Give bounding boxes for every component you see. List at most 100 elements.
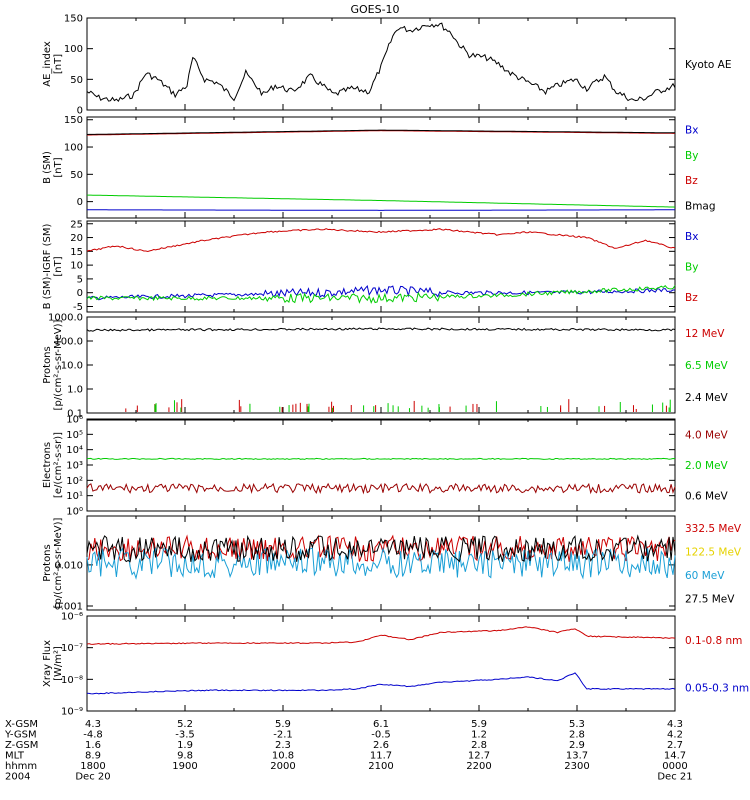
legend-entry: 2.4 MeV: [685, 392, 729, 404]
legend-entry: 12 MeV: [685, 328, 725, 340]
ephem-value: 5.9: [275, 719, 291, 730]
y-axis-label: Protons[p/(cm²-s-sr-MeV)]: [42, 517, 64, 608]
legend-entry: 0.6 MeV: [685, 491, 729, 503]
series-line: [87, 194, 676, 208]
y-tick-label: 10³: [66, 461, 83, 472]
legend-entry: 122.5 MeV: [685, 546, 742, 558]
ephem-value: 2.9: [569, 740, 585, 751]
ephem-value: 2.8: [569, 730, 585, 741]
y-tick-label: 10.0: [61, 361, 83, 372]
y-axis-label: Xray Flux[W/m²]: [42, 640, 64, 687]
legend-entry: Bz: [685, 292, 698, 304]
legend-entry: Kyoto AE: [685, 59, 731, 71]
ephem-row-label: X-GSM: [5, 719, 38, 730]
panel-frame: [86, 316, 676, 414]
legend-entry: 27.5 MeV: [685, 593, 735, 605]
panel-2: 0 50 100 150 B (SM)[nT] Bx By Bz Bmag: [42, 115, 716, 219]
ephem-value: 2.8: [471, 740, 487, 751]
series-line: [86, 285, 676, 305]
ephem-row-label: 2004: [5, 772, 30, 783]
ephem-value: 9.8: [177, 751, 193, 762]
y-tick-label: 10¹: [66, 491, 83, 502]
y-tick-label: 150: [64, 115, 83, 126]
y-tick-label: 10⁵: [66, 430, 83, 441]
ephem-value: 14.7: [664, 751, 686, 762]
y-tick-label: 0: [77, 106, 83, 117]
series-line: [86, 22, 676, 103]
y-tick-label: 10⁻⁷: [61, 643, 83, 654]
series-line: [86, 285, 676, 301]
legend-entry: 4.0 MeV: [685, 429, 729, 441]
ephem-value: 1.9: [177, 740, 193, 751]
panel-frame: [86, 220, 676, 313]
y-tick-label: 0: [77, 197, 83, 208]
panel-frame: [86, 418, 676, 512]
y-tick-label: 15: [70, 247, 83, 258]
legend-entry: 332.5 MeV: [685, 523, 742, 535]
ephem-value: Dec 21: [657, 772, 692, 783]
y-tick-label: 10: [70, 261, 83, 272]
y-tick-label: 50: [70, 170, 83, 181]
series-line: [86, 672, 676, 695]
series-line: [86, 482, 676, 495]
y-axis-label: Protons[p/(cm²-s-sr-MeV)]: [42, 319, 64, 410]
y-tick-label: 0.1: [67, 409, 83, 420]
ephem-value: 11.7: [370, 751, 392, 762]
y-axis-label: AE_index[nT]: [42, 41, 64, 87]
series-line: [86, 129, 675, 135]
ephem-value: 4.3: [667, 719, 683, 730]
ephem-value: 2300: [564, 761, 589, 772]
ephem-row-label: hhmm: [5, 761, 37, 772]
y-tick-label: 10⁶: [66, 415, 83, 426]
ephem-value: 2.3: [275, 740, 291, 751]
ephem-value: 2100: [368, 761, 393, 772]
y-tick-label: 1000.0: [48, 313, 83, 324]
y-tick-label: 10⁻⁹: [61, 707, 83, 718]
y-tick-label: 0: [77, 288, 83, 299]
legend-entry: 2.0 MeV: [685, 460, 729, 472]
y-tick-label: 0.010: [54, 560, 83, 571]
y-tick-label: 150: [64, 14, 83, 25]
ephem-row-label: Y-GSM: [4, 730, 37, 741]
ephem-value: 2.6: [373, 740, 389, 751]
y-tick-label: 0.001: [54, 602, 83, 613]
y-axis-label: B (SM)-IGRF (SM)[nT]: [42, 224, 64, 310]
y-tick-label: 100: [64, 143, 83, 154]
y-axis-label: Electrons[e/(cm²-s-sr)]: [42, 432, 64, 498]
y-axis-label: B (SM)[nT]: [42, 151, 64, 184]
ephem-value: 0000: [662, 761, 687, 772]
y-tick-label: 5: [77, 274, 83, 285]
ephem-value: 5.2: [177, 719, 193, 730]
ephem-value: 2000: [270, 761, 295, 772]
legend-entry: Bx: [685, 125, 698, 137]
panel-frame: [86, 615, 676, 712]
ephem-value: 1.6: [85, 740, 101, 751]
panel-4: 0.1 1.0 10.0 100.0 1000.0Protons[p/(cm²-s-sr…: [42, 313, 729, 420]
y-tick-label: 20: [70, 233, 83, 244]
ephem-value: 13.7: [566, 751, 588, 762]
series-line: [86, 547, 676, 580]
panel-7: 10⁻⁹ 10⁻⁸ 10⁻⁷ 10⁻⁶ Xray Flux[W/m²] 0.1-0.8 n…: [42, 612, 749, 718]
ephemeris-table: X-GSMY-GSMZ-GSMMLThhmm20044.3-4.81.68.91…: [4, 719, 693, 783]
y-tick-label: 25: [70, 219, 83, 230]
y-tick-label: -5: [73, 302, 83, 313]
ephem-value: 4.2: [667, 730, 683, 741]
legend-entry: Bmag: [685, 200, 716, 212]
series-line: [86, 626, 676, 645]
legend-entry: Bx: [685, 231, 698, 243]
series-line: [86, 534, 676, 563]
y-tick-label: 10⁻⁸: [61, 675, 83, 686]
panel-5: 10⁰ 10¹ 10² 10³ 10⁴ 10⁵ 10⁶Electrons[e/(cm²-s-…: [42, 415, 729, 518]
series-line: [86, 228, 676, 253]
ephem-value: -3.5: [175, 730, 195, 741]
ephem-row-label: Z-GSM: [5, 740, 38, 751]
y-tick-label: 50: [70, 75, 83, 86]
series-line: [87, 209, 675, 211]
ephem-value: -0.5: [371, 730, 391, 741]
y-tick-label: 100.0: [54, 337, 83, 348]
panel-frame: [86, 515, 676, 611]
ephem-value: -4.8: [83, 730, 103, 741]
ephem-value: 2200: [466, 761, 491, 772]
